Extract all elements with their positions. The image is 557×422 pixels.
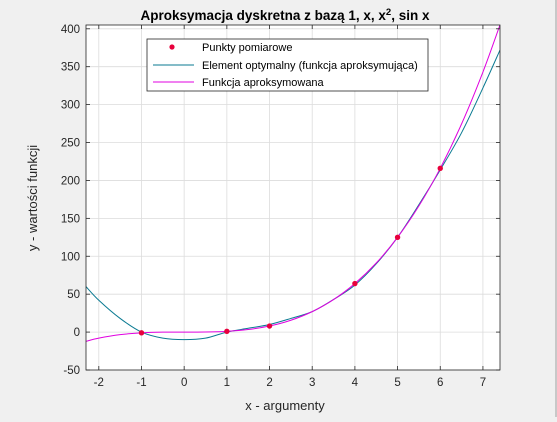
ticks: -2 -1 0 1 2 3 4 5 6 7 -50 0 50 100 150 200 250 300 350 400 — [61, 24, 500, 389]
data-point-marker — [394, 234, 401, 241]
legend-label-funkcja-aproksymowana: Funkcja aproksymowana — [202, 77, 325, 89]
x-tick-label: 3 — [309, 377, 315, 389]
y-tick-label: 200 — [61, 175, 80, 187]
chart-title: Aproksymacja dyskretna z bazą 1, x, x2, … — [141, 7, 430, 23]
x-tick-label: 2 — [266, 377, 272, 389]
plot-frame — [85, 24, 501, 371]
y-tick-label: 150 — [61, 213, 80, 225]
y-tick-label: 250 — [61, 138, 80, 150]
y-tick-label: 300 — [61, 100, 80, 112]
series-layer — [86, 25, 500, 342]
x-tick-label: 5 — [394, 377, 400, 389]
x-tick-label: 0 — [181, 377, 187, 389]
x-tick-label: 6 — [437, 377, 443, 389]
y-axis-label: y - wartości funkcji — [25, 145, 40, 251]
y-tick-label: 0 — [74, 327, 80, 339]
data-point-marker — [437, 165, 443, 172]
legend-entry-funkcja-aproksymowana: Funkcja aproksymowana — [153, 77, 325, 89]
data-point-marker — [224, 328, 230, 335]
window-edge — [555, 0, 557, 417]
y-tick-label: 50 — [67, 289, 80, 301]
x-tick-label: 7 — [480, 377, 486, 389]
legend: Punkty pomiarowe Element optymalny (funk… — [146, 38, 429, 92]
y-tick-label: 100 — [61, 251, 80, 263]
x-axis-label: x - argumenty — [245, 398, 325, 413]
x-tick-label: -2 — [94, 377, 104, 389]
legend-entry-element-optymalny: Element optymalny (funkcja aproksymująca… — [153, 60, 418, 72]
x-tick-label: 4 — [352, 377, 359, 389]
legend-marker-punkty — [169, 44, 175, 50]
series-line-funkcja-aproksymowana — [86, 25, 500, 342]
legend-label-element-optymalny: Element optymalny (funkcja aproksymująca… — [202, 60, 418, 72]
x-tick-label: -1 — [136, 377, 146, 389]
y-tick-label: 400 — [61, 24, 80, 36]
data-point-marker — [266, 323, 273, 329]
y-tick-label: -50 — [63, 365, 80, 377]
legend-label-punkty: Punkty pomiarowe — [202, 42, 293, 54]
data-point-marker — [138, 330, 145, 336]
y-tick-label: 350 — [61, 62, 80, 74]
x-tick-label: 1 — [224, 377, 230, 389]
legend-entry-punkty: Punkty pomiarowe — [169, 42, 293, 54]
data-point-marker — [352, 280, 358, 287]
